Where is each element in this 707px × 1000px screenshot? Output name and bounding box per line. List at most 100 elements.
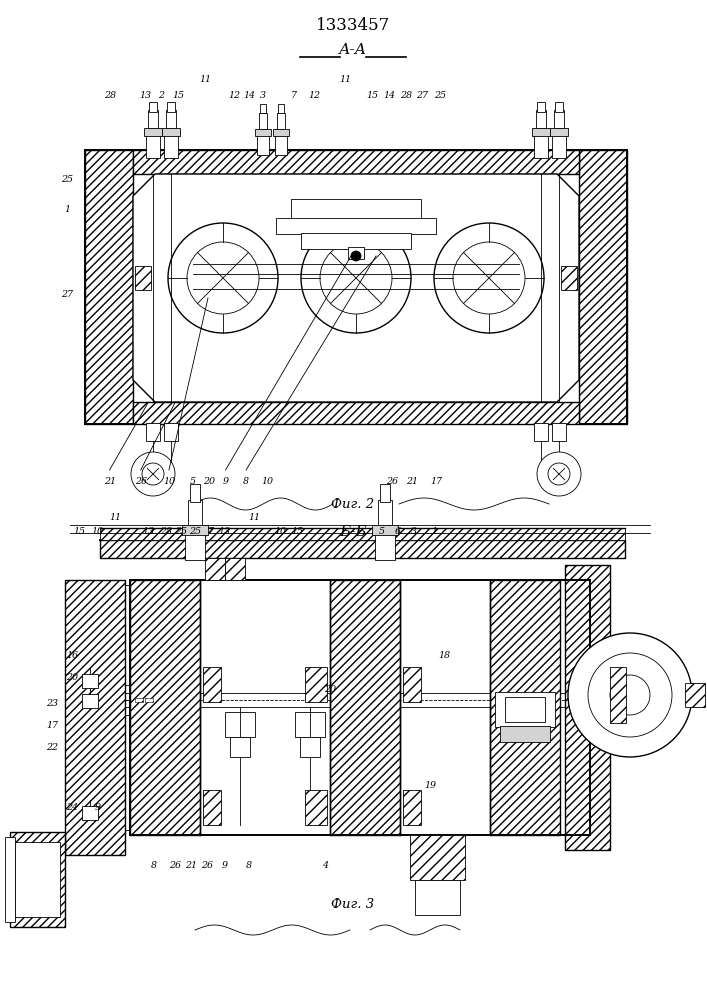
- Bar: [5, 837, 15, 922]
- Bar: [130, 580, 200, 835]
- Bar: [82, 694, 98, 708]
- Bar: [403, 667, 421, 702]
- Bar: [275, 133, 287, 155]
- Text: 28: 28: [104, 91, 115, 100]
- Text: 20: 20: [204, 478, 215, 487]
- Text: 23: 23: [46, 698, 58, 708]
- Circle shape: [351, 251, 361, 261]
- Bar: [162, 128, 180, 136]
- Bar: [372, 525, 398, 535]
- Text: 20: 20: [324, 686, 336, 694]
- Text: 19: 19: [424, 780, 436, 790]
- Text: 21: 21: [185, 860, 197, 869]
- Bar: [146, 133, 160, 158]
- Bar: [10, 832, 65, 927]
- Bar: [225, 558, 245, 580]
- Bar: [100, 528, 625, 540]
- Bar: [536, 110, 546, 128]
- Bar: [100, 540, 625, 558]
- Bar: [552, 423, 566, 441]
- Bar: [537, 102, 545, 112]
- Bar: [534, 423, 548, 441]
- Text: 21: 21: [407, 478, 418, 487]
- Bar: [291, 199, 421, 219]
- Bar: [203, 667, 221, 702]
- Text: 14: 14: [383, 91, 395, 100]
- Circle shape: [568, 633, 692, 757]
- Bar: [166, 110, 176, 128]
- Bar: [685, 683, 705, 707]
- Bar: [190, 484, 200, 502]
- Text: 10: 10: [92, 528, 103, 536]
- Text: 3: 3: [411, 528, 416, 536]
- Bar: [403, 790, 421, 825]
- Bar: [182, 525, 208, 535]
- Text: 11: 11: [249, 514, 260, 522]
- Text: 8: 8: [243, 478, 249, 487]
- Circle shape: [320, 242, 392, 314]
- Bar: [555, 102, 563, 112]
- Text: 7: 7: [208, 528, 214, 536]
- Circle shape: [588, 653, 672, 737]
- Text: 3: 3: [260, 91, 266, 100]
- Bar: [164, 423, 178, 441]
- Text: 22: 22: [46, 742, 58, 752]
- Text: 14: 14: [244, 91, 255, 100]
- Text: 16: 16: [66, 650, 78, 660]
- Text: 13: 13: [143, 528, 154, 536]
- Text: 10: 10: [163, 478, 175, 487]
- Text: 12: 12: [229, 91, 240, 100]
- Text: 26: 26: [201, 860, 213, 869]
- Bar: [133, 402, 579, 424]
- Bar: [278, 104, 284, 113]
- Text: 26: 26: [170, 860, 181, 869]
- Bar: [149, 102, 157, 112]
- Bar: [505, 697, 545, 722]
- Bar: [415, 880, 460, 915]
- Text: 1333457: 1333457: [316, 16, 390, 33]
- Text: 5: 5: [379, 528, 385, 536]
- Bar: [495, 692, 555, 727]
- Text: 26: 26: [387, 478, 398, 487]
- Bar: [82, 806, 98, 820]
- Bar: [610, 667, 626, 723]
- Bar: [255, 129, 271, 136]
- Bar: [534, 133, 548, 158]
- Circle shape: [434, 223, 544, 333]
- Bar: [146, 423, 160, 441]
- Text: 11: 11: [110, 514, 121, 522]
- Text: 24: 24: [66, 802, 78, 812]
- Bar: [230, 737, 250, 757]
- Circle shape: [301, 223, 411, 333]
- Text: 26: 26: [135, 478, 146, 487]
- Bar: [301, 233, 411, 249]
- Circle shape: [187, 242, 259, 314]
- Bar: [82, 674, 98, 688]
- Text: 8: 8: [151, 860, 157, 869]
- Text: 25: 25: [189, 528, 201, 536]
- Text: 8: 8: [246, 860, 252, 869]
- Text: 25: 25: [62, 175, 73, 184]
- Bar: [490, 580, 560, 835]
- Bar: [375, 532, 395, 560]
- Text: 11: 11: [199, 76, 211, 85]
- Circle shape: [168, 223, 278, 333]
- Bar: [380, 484, 390, 502]
- Text: 10: 10: [274, 528, 286, 536]
- Bar: [579, 150, 627, 424]
- Bar: [135, 266, 151, 290]
- Text: 11: 11: [339, 76, 351, 85]
- Bar: [348, 247, 364, 259]
- Polygon shape: [133, 174, 579, 402]
- Text: 1: 1: [64, 206, 70, 215]
- Bar: [15, 842, 60, 917]
- Bar: [145, 698, 153, 702]
- Bar: [203, 790, 221, 825]
- Bar: [257, 133, 269, 155]
- Bar: [561, 266, 577, 290]
- Text: 9: 9: [95, 802, 101, 812]
- Bar: [185, 532, 205, 560]
- Text: 15: 15: [367, 91, 378, 100]
- Circle shape: [610, 675, 650, 715]
- Text: Фиг. 3: Фиг. 3: [332, 898, 375, 912]
